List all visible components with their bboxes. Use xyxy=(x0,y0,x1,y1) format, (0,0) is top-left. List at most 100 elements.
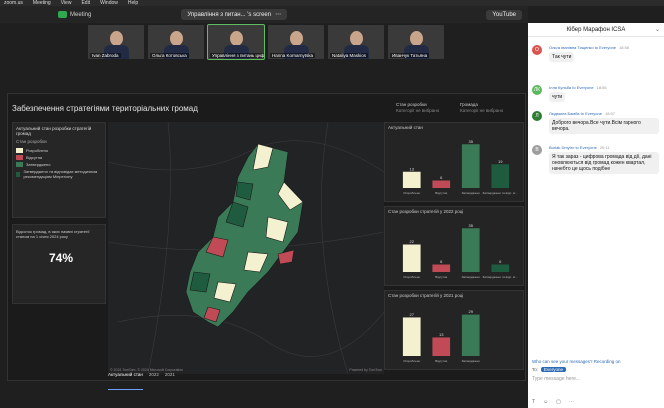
oblast-shape xyxy=(185,143,304,328)
bar[interactable] xyxy=(432,264,451,273)
who-can-see-link[interactable]: Who can see your messages? Recording on xyxy=(532,359,621,364)
recipient-dropdown[interactable]: Everyone xyxy=(541,367,567,372)
participant-face xyxy=(290,31,303,46)
bar-chart: Актуальний стан 13 Розроблено 6 Відсутня 35 За… xyxy=(384,122,524,202)
category-label: Затверджено та відп. м… xyxy=(483,275,518,279)
category-label: Відсутня xyxy=(435,359,447,363)
more-tools-icon[interactable]: ⋯ xyxy=(568,399,574,405)
message-text: Доброго вечора.Все чути.Всім гарного веч… xyxy=(549,118,659,134)
emoji-icon[interactable]: ☺ xyxy=(543,399,549,405)
participant-name: Ольга Котовська xyxy=(150,53,189,58)
more-icon[interactable]: ⋯ xyxy=(275,12,282,18)
filter-community-label: Громада xyxy=(460,102,478,107)
legend-item: Розроблено xyxy=(13,147,105,154)
message-time: 18:57 xyxy=(604,111,615,116)
category-label: Відсутня xyxy=(435,191,447,195)
participant-body xyxy=(224,45,249,59)
bar[interactable] xyxy=(432,180,451,189)
chart-title: Актуальний стан xyxy=(388,125,423,130)
bar-value-label: 13 xyxy=(439,332,444,337)
bar[interactable] xyxy=(461,314,480,356)
chat-header: Кібер Марафон ICSA ⌄ xyxy=(528,23,664,37)
kpi-box: Відсоток громад, в яких наявні стратегії… xyxy=(12,224,106,304)
screen-share-pill[interactable]: Управління з питан... 's screen ⋯ xyxy=(181,9,288,20)
bar[interactable] xyxy=(402,244,421,273)
meeting-shield-icon xyxy=(58,11,67,18)
map-tab[interactable]: 2021 xyxy=(164,372,175,377)
category-label: Затверджено xyxy=(462,359,481,363)
map-tab[interactable]: 2022 xyxy=(148,372,159,377)
map-tab[interactable]: Актуальний стан xyxy=(108,372,143,390)
chat-tools: T ☺ ▢ ⋯ xyxy=(532,399,574,405)
participant-tile[interactable]: Nataliya Maskios xyxy=(328,25,384,59)
legend-item: Затверджено xyxy=(13,161,105,168)
participant-tile[interactable]: Иванчук Татьяна xyxy=(388,25,444,59)
zoom-top-bar: Meeting Управління з питан... 's screen … xyxy=(0,6,528,23)
chat-title: Кібер Марафон ICSA xyxy=(566,26,626,33)
bar[interactable] xyxy=(491,264,510,273)
message-sender: Людмила Бамба to Everyone 18:57 xyxy=(549,111,615,116)
sender-name: Ольга Іванівна Тищенко to Everyone xyxy=(549,45,617,50)
avatar: ЛК xyxy=(532,85,542,95)
bar[interactable] xyxy=(491,164,510,188)
bar[interactable] xyxy=(402,171,421,188)
participant-tile[interactable]: Hanna Kornarnytska xyxy=(268,25,324,59)
menu-item[interactable]: Window xyxy=(100,0,118,6)
participant-face xyxy=(230,31,243,46)
chat-panel: Кібер Марафон ICSA ⌄ О Ольга Іванівна Тищ… xyxy=(528,23,664,408)
chat-options-icon[interactable]: ⌄ xyxy=(654,27,660,33)
filter-status-value: Категорії не вибрано xyxy=(396,108,440,113)
category-label: Затверджено xyxy=(462,191,481,195)
participant-name: Hanna Kornarnytska xyxy=(270,53,316,58)
message-input[interactable]: Type message here... xyxy=(532,376,581,382)
file-icon[interactable]: ▢ xyxy=(556,399,561,405)
legend-label: Затверджено та відповідає методичним рек… xyxy=(23,169,98,179)
message-time: 20:11 xyxy=(599,145,610,150)
bar-chart: Стан розробки стратегій у 2022 році 22 Роз… xyxy=(384,206,524,286)
participant-tile[interactable]: Ivan Zabroda xyxy=(88,25,144,59)
filter-status[interactable]: Стан розробки Категорії не вибрано xyxy=(396,102,439,114)
participant-name: Управління з питань цифрово... xyxy=(210,53,264,58)
chart-svg: 27 Розроблено 13 Відсутня 29 Затверджено xyxy=(402,309,481,363)
message-text: чути xyxy=(549,92,566,102)
meeting-label: Meeting xyxy=(70,11,92,18)
menu-item[interactable]: zoom.us xyxy=(4,0,23,6)
participant-name: Иванчук Татьяна xyxy=(390,53,430,58)
legend-label: Затверджено xyxy=(26,162,51,167)
chart-title: Стан розробки стратегій у 2022 році xyxy=(388,209,464,214)
youtube-button[interactable]: YouTube xyxy=(486,9,522,20)
bar[interactable] xyxy=(402,317,421,356)
bar[interactable] xyxy=(461,144,480,188)
to-row: To: Everyone xyxy=(528,366,664,373)
legend-box-title: Актуальний стан розробки стратегій грома… xyxy=(16,126,92,136)
participant-body xyxy=(344,45,369,59)
menu-item[interactable]: Help xyxy=(127,0,139,6)
menu-item[interactable]: View xyxy=(60,0,72,6)
sender-name: Ілля Кульба to Everyone xyxy=(549,85,594,90)
screen-share-label: Управління з питан... 's screen xyxy=(187,11,272,18)
bar[interactable] xyxy=(432,337,451,356)
filter-community-value: Категорії не вибрано xyxy=(460,108,504,113)
region-map[interactable]: © 2024 TomTom, © 2024 Microsoft Corporat… xyxy=(108,122,384,374)
message-sender: Ольга Іванівна Тищенко to Everyone 18:56 xyxy=(549,45,629,50)
message-sender: Burlak Dmytro to Everyone 20:11 xyxy=(549,145,610,150)
map-svg xyxy=(108,122,384,374)
participant-face xyxy=(410,31,423,46)
mac-menu-bar: zoom.us Meeting View Edit Window Help xyxy=(0,0,664,6)
menu-item[interactable]: Edit xyxy=(81,0,91,6)
participant-name: Nataliya Maskios xyxy=(330,53,369,58)
filter-community[interactable]: Громада Категорії не вибрано xyxy=(460,102,503,114)
bar-value-label: 19 xyxy=(498,159,503,164)
meeting-indicator[interactable]: Meeting xyxy=(58,11,91,18)
to-label: To: xyxy=(532,367,539,372)
map-credit: Powered by TomTom xyxy=(349,368,382,372)
format-icon[interactable]: T xyxy=(532,399,536,405)
category-label: Розроблено xyxy=(403,191,420,195)
avatar: О xyxy=(532,45,542,55)
legend-item: Затверджено та відповідає методичним рек… xyxy=(13,168,105,180)
menu-item[interactable]: Meeting xyxy=(32,0,51,6)
participant-tile[interactable]: Ольга Котовська xyxy=(148,25,204,59)
left-panel: Актуальний стан розробки стратегій грома… xyxy=(12,122,106,374)
bar[interactable] xyxy=(461,228,480,272)
participant-tile[interactable]: Управління з питань цифрово... xyxy=(207,24,265,60)
